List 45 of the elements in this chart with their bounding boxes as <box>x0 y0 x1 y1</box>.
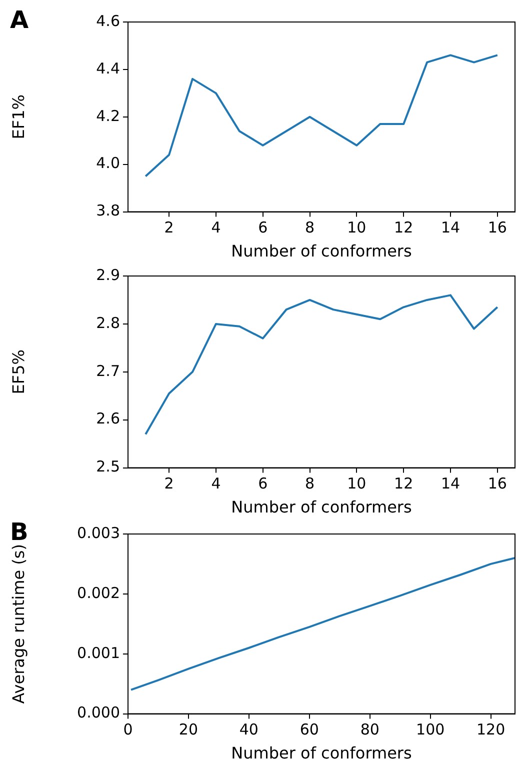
x-tick-label: 2 <box>164 218 174 237</box>
x-axis-title: Number of conformers <box>231 498 412 517</box>
x-tick-label: 4 <box>211 474 221 493</box>
y-tick-label: 2.7 <box>96 362 120 380</box>
y-tick-label: 3.8 <box>96 202 120 220</box>
x-tick-label: 10 <box>347 218 366 237</box>
x-tick-label: 16 <box>488 218 507 237</box>
x-tick-label: 60 <box>300 720 319 739</box>
y-axis-title: Average runtime (s) <box>8 544 28 704</box>
x-tick-label: 6 <box>258 218 268 237</box>
y-tick-label: 2.8 <box>96 314 120 332</box>
x-tick-label: 20 <box>178 720 198 739</box>
x-tick-label: 100 <box>416 720 445 739</box>
y-tick-label: 0.000 <box>77 704 120 722</box>
x-tick-label: 12 <box>394 474 414 493</box>
x-tick-label: 8 <box>305 218 315 237</box>
y-tick-label: 2.9 <box>96 266 120 284</box>
x-axis-title: Number of conformers <box>231 242 412 261</box>
x-tick-label: 10 <box>347 474 366 493</box>
x-tick-label: 12 <box>394 218 414 237</box>
y-tick-label: 0.002 <box>77 584 120 602</box>
y-tick-label: 2.6 <box>96 410 120 428</box>
text: A <box>10 6 29 34</box>
y-tick-label: 4.2 <box>96 106 120 125</box>
y-tick-label: 4.4 <box>96 59 120 78</box>
x-tick-label: 40 <box>239 720 258 739</box>
y-axis-title: EF1% <box>8 94 28 140</box>
x-tick-label: 2 <box>164 474 174 493</box>
y-tick-label: 2.5 <box>96 458 120 476</box>
y-tick-label: 4.0 <box>96 154 120 172</box>
x-tick-label: 16 <box>488 474 507 493</box>
x-tick-label: 0 <box>123 720 133 739</box>
y-tick-label: 0.001 <box>77 644 120 662</box>
x-axis-title: Number of conformers <box>231 744 412 763</box>
x-tick-label: 14 <box>440 218 460 237</box>
y-tick-label: 0.003 <box>77 524 120 542</box>
x-tick-label: 120 <box>476 720 506 739</box>
x-tick-label: 6 <box>258 474 268 493</box>
x-tick-label: 8 <box>305 474 315 493</box>
x-tick-label: 14 <box>440 474 460 493</box>
x-tick-label: 80 <box>360 720 380 739</box>
x-tick-label: 4 <box>211 218 221 237</box>
text: B <box>10 518 28 546</box>
y-tick-label: 4.6 <box>96 12 120 30</box>
y-axis-title: EF5% <box>8 350 28 394</box>
